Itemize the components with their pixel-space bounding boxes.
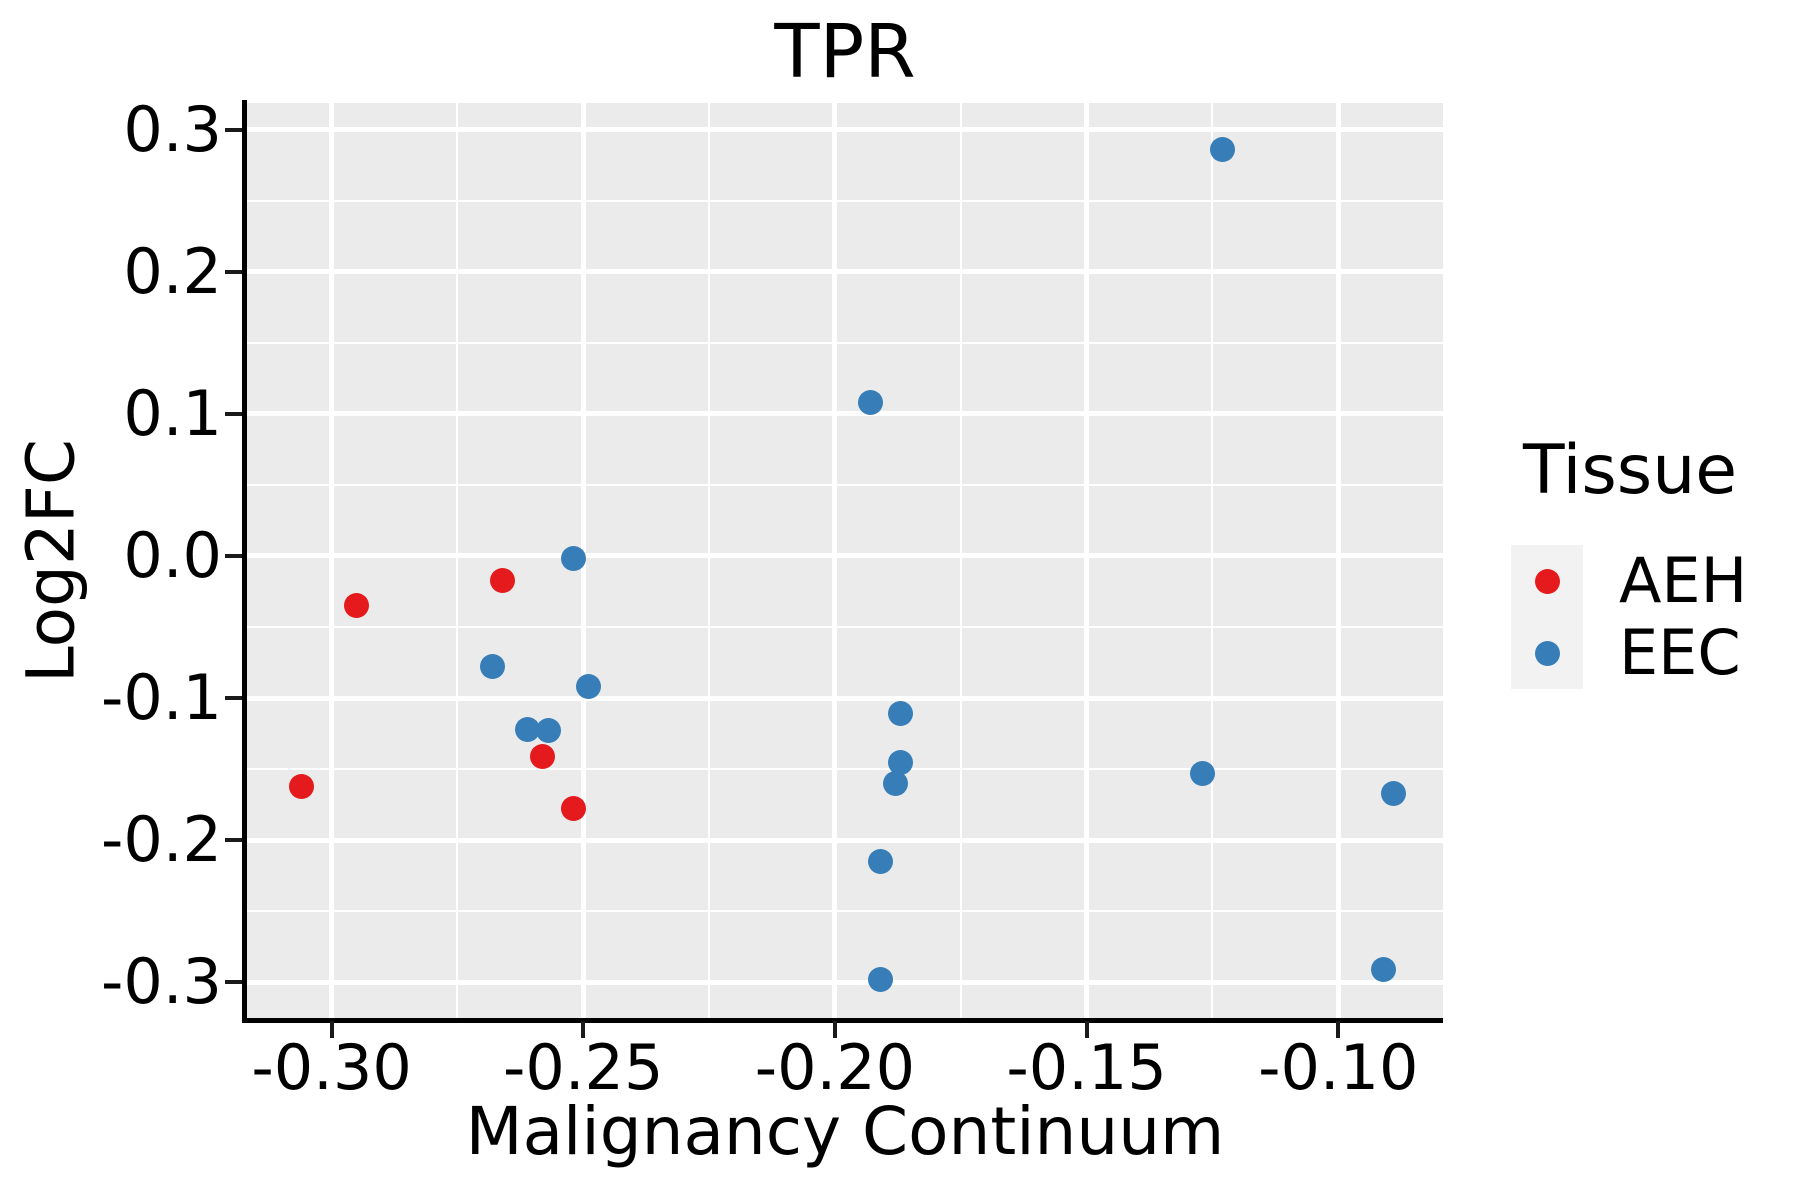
legend-item-aeh: AEH	[1511, 545, 1747, 617]
data-point-aeh	[288, 773, 314, 799]
gridline-x-minor	[959, 103, 962, 1020]
y-tick-label: -0.1	[101, 661, 222, 735]
gridline-x-major	[1335, 103, 1341, 1020]
x-tick-label: -0.10	[1258, 1031, 1419, 1104]
y-axis-line	[242, 100, 247, 1023]
gridline-y-major	[247, 411, 1443, 417]
data-point-aeh	[490, 567, 516, 593]
data-point-eec	[1371, 957, 1397, 983]
legend-label-eec: EEC	[1619, 616, 1741, 689]
gridline-x-major	[329, 103, 335, 1020]
data-point-eec	[882, 770, 908, 796]
data-point-aeh	[344, 593, 370, 619]
x-tick	[329, 1021, 334, 1038]
gridline-y-minor	[247, 910, 1443, 913]
legend-label-aeh: AEH	[1619, 544, 1748, 617]
legend-key-aeh	[1511, 545, 1583, 617]
gridline-y-major	[247, 269, 1443, 275]
legend-item-eec: EEC	[1511, 617, 1747, 689]
data-point-eec	[857, 389, 883, 415]
y-tick-label: 0.2	[123, 234, 222, 308]
data-point-eec	[535, 718, 561, 744]
plot-panel	[247, 103, 1443, 1020]
x-tick-label: -0.15	[1006, 1031, 1167, 1104]
data-point-eec	[1381, 780, 1407, 806]
gridline-y-minor	[247, 341, 1443, 344]
gridline-y-major	[247, 553, 1443, 559]
legend-title: Tissue	[1523, 431, 1738, 510]
x-tick-label: -0.30	[251, 1031, 412, 1104]
gridline-x-major	[832, 103, 838, 1020]
gridline-y-minor	[247, 768, 1443, 771]
x-tick-label: -0.20	[754, 1031, 916, 1104]
gridline-x-minor	[456, 103, 459, 1020]
eec-dot-icon	[1534, 640, 1560, 666]
gridline-y-major	[247, 837, 1443, 843]
y-axis-title: Log2FC	[12, 439, 90, 683]
x-tick-label: -0.25	[503, 1031, 664, 1104]
y-tick	[225, 411, 242, 416]
gridline-y-major	[247, 127, 1443, 133]
y-tick	[225, 269, 242, 274]
y-tick	[225, 838, 242, 843]
y-tick	[225, 553, 242, 558]
data-point-eec	[560, 546, 586, 572]
x-tick	[1336, 1021, 1341, 1038]
gridline-y-minor	[247, 626, 1443, 629]
y-tick-label: 0.3	[123, 92, 222, 166]
plot-title: TPR	[774, 9, 916, 95]
legend-key-eec	[1511, 617, 1583, 689]
y-tick-label: 0.1	[123, 376, 222, 450]
data-point-eec	[1189, 760, 1215, 786]
data-point-eec	[867, 966, 893, 992]
x-tick	[581, 1021, 586, 1038]
gridline-x-minor	[708, 103, 711, 1020]
gridline-y-minor	[247, 199, 1443, 202]
data-point-eec	[887, 701, 913, 727]
gridline-y-minor	[247, 483, 1443, 486]
legend: Tissue AEH EEC	[1511, 437, 1747, 689]
x-axis-line	[242, 1018, 1443, 1023]
data-point-eec	[480, 654, 506, 680]
y-tick-label: 0.0	[123, 518, 222, 592]
gridline-y-major	[247, 695, 1443, 701]
data-point-aeh	[560, 796, 586, 822]
data-point-aeh	[530, 743, 556, 769]
y-tick-label: -0.2	[101, 803, 222, 877]
gridline-x-major	[1084, 103, 1090, 1020]
gridline-x-minor	[1211, 103, 1214, 1020]
y-tick	[225, 696, 242, 701]
x-tick	[1084, 1021, 1089, 1038]
y-tick-label: -0.3	[101, 945, 222, 1019]
data-point-eec	[887, 749, 913, 775]
y-tick	[225, 980, 242, 985]
data-point-eec	[1210, 136, 1236, 162]
gridline-y-major	[247, 979, 1443, 985]
y-tick	[225, 127, 242, 132]
data-point-eec	[867, 849, 893, 875]
x-axis-title: Malignancy Continuum	[465, 1093, 1225, 1170]
x-tick	[832, 1021, 837, 1038]
aeh-dot-icon	[1534, 568, 1560, 594]
data-point-eec	[575, 674, 601, 700]
